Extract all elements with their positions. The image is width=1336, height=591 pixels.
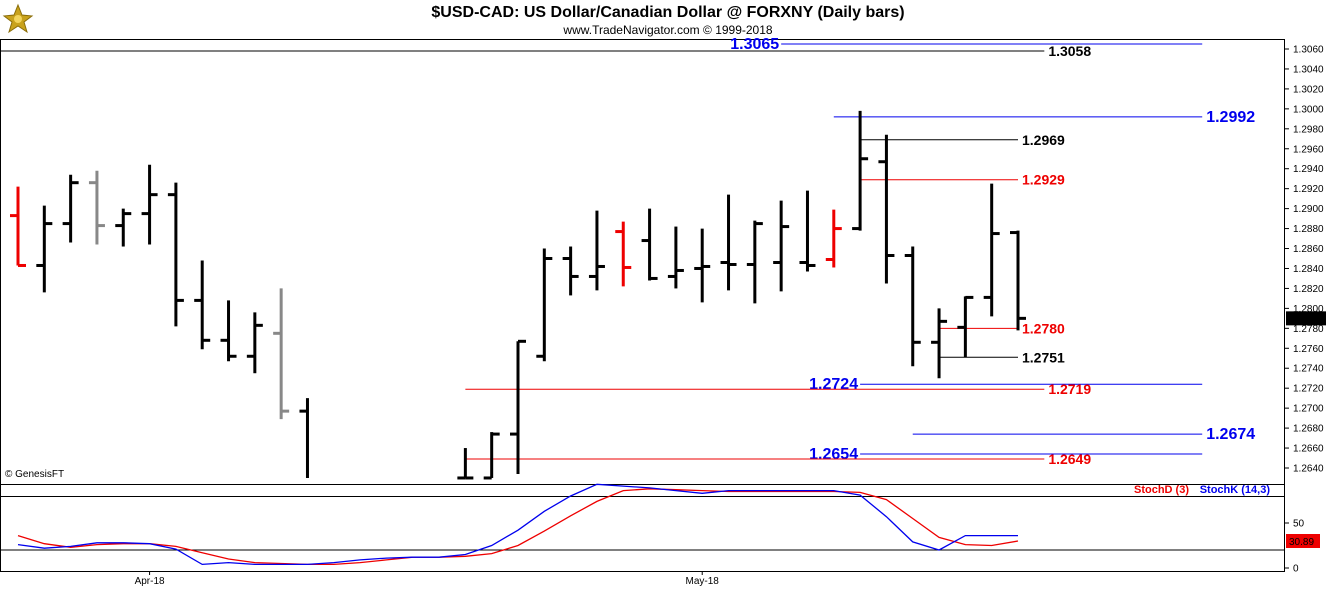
indicator-last-value-box (1286, 534, 1320, 548)
price-bar (957, 295, 974, 358)
price-bar (510, 339, 526, 474)
price-bar (36, 205, 53, 293)
price-bar (194, 260, 211, 350)
price-bar (115, 208, 132, 247)
price-bar (799, 190, 816, 272)
indicator-last-value: 30.89 (1289, 537, 1314, 548)
price-bar (88, 170, 105, 245)
price-axis-tick-label: 1.2860 (1293, 244, 1324, 255)
price-axis-tick-label: 1.2980 (1293, 124, 1324, 135)
price-bar (141, 164, 158, 245)
level-label: 1.2649 (1048, 451, 1091, 467)
price-bar (904, 246, 921, 367)
price-axis-tick-label: 1.2740 (1293, 364, 1324, 375)
price-bar (562, 246, 579, 296)
price-bar (167, 182, 184, 327)
price-bar (746, 220, 763, 304)
price-bar (483, 432, 500, 480)
level-label: 1.2719 (1048, 381, 1091, 397)
price-bar (457, 448, 474, 480)
price-axis-tick-label: 1.2640 (1293, 464, 1324, 475)
level-label: 1.2654 (809, 446, 858, 463)
price-bar (694, 228, 711, 303)
indicator-legend: StochD (3) StochK (14,3) (1134, 484, 1270, 496)
price-axis-tick-label: 1.2760 (1293, 344, 1324, 355)
price-bar (299, 398, 309, 478)
price-axis-tick-label: 1.2880 (1293, 224, 1324, 235)
level-label: 1.2929 (1022, 172, 1065, 188)
level-label: 1.3065 (730, 36, 779, 53)
price-bar (641, 208, 658, 281)
price-bar (667, 226, 684, 289)
price-bars (10, 110, 1026, 480)
date-axis-label: May-18 (686, 576, 720, 587)
price-bar (273, 288, 290, 420)
last-price-marker: 1.2790 (1286, 311, 1326, 326)
price-bar (62, 174, 79, 243)
watermark: © GenesisFT (5, 469, 64, 480)
price-axis-tick-label: 1.2800 (1293, 304, 1324, 315)
price-axis-tick-label: 1.2940 (1293, 164, 1324, 175)
legend-stochd: StochD (3) (1134, 484, 1189, 496)
date-axis: Apr-18 May-18 (135, 571, 720, 587)
price-bar (931, 308, 948, 379)
price-bar (720, 194, 737, 291)
level-label: 1.2780 (1022, 320, 1065, 336)
price-axis-tick-label: 1.2960 (1293, 144, 1324, 155)
indicator-series-line (17, 483, 1018, 566)
price-axis-tick-label: 1.3040 (1293, 64, 1324, 75)
legend-stochk: StochK (14,3) (1200, 484, 1271, 496)
price-bar (852, 110, 869, 231)
indicator-axis-tick-label: 0 (1293, 564, 1299, 575)
level-label: 1.3058 (1048, 43, 1091, 59)
price-axis-tick-label: 1.2900 (1293, 204, 1324, 215)
price-bar (10, 186, 26, 267)
last-price-box (1286, 311, 1326, 326)
price-bar (246, 312, 263, 374)
price-axis-tick-label: 1.2840 (1293, 264, 1324, 275)
level-lines: 1.3065 1.3058 1.2992 1.2969 1.2929 1.2780 1.27… (0, 36, 1255, 467)
indicator-axis-tick-label: 50 (1293, 519, 1305, 530)
price-axis-tick-label: 1.3060 (1293, 45, 1324, 56)
price-axis-tick-label: 1.3000 (1293, 104, 1324, 115)
price-axis-tick-label: 1.2660 (1293, 444, 1324, 455)
logo-icon (0, 0, 36, 36)
level-label: 1.2969 (1022, 132, 1065, 148)
price-panel (0, 39, 1285, 485)
chart-subtitle: www.TradeNavigator.com © 1999-2018 (562, 23, 772, 37)
date-axis-label: Apr-18 (135, 576, 165, 587)
indicator-series-line (17, 488, 1019, 566)
indicator-lines: 30.89 (17, 483, 1320, 566)
price-axis-tick-label: 1.2920 (1293, 184, 1324, 195)
price-axis-tick-label: 1.3020 (1293, 84, 1324, 95)
price-axis: 1.3060 1.3040 1.3020 1.3000 1.2980 1.2960 1.29… (1284, 45, 1324, 475)
price-bar (773, 200, 790, 292)
price-axis-tick-label: 1.2700 (1293, 404, 1324, 415)
price-axis-tick-label: 1.2720 (1293, 384, 1324, 395)
price-axis-tick-label: 1.2680 (1293, 424, 1324, 435)
chart-title: $USD-CAD: US Dollar/Canadian Dollar @ FO… (431, 4, 904, 21)
price-axis-tick-label: 1.2820 (1293, 284, 1324, 295)
price-bar (1010, 230, 1026, 331)
price-bar (878, 134, 895, 284)
price-bar (220, 300, 237, 362)
last-price-label: 1.2790 (1289, 314, 1320, 325)
level-label: 1.2992 (1206, 109, 1255, 126)
level-label: 1.2724 (809, 376, 858, 393)
price-bar (825, 209, 842, 268)
level-label: 1.2751 (1022, 349, 1065, 365)
price-axis-tick-label: 1.2780 (1293, 324, 1324, 335)
price-bar (536, 248, 553, 362)
price-bar (983, 183, 1000, 317)
price-bar (588, 210, 605, 291)
level-label: 1.2674 (1206, 426, 1255, 443)
indicator-panel (0, 484, 1285, 572)
price-bar (615, 221, 632, 287)
indicator-axis: 50 0 (0, 519, 1305, 575)
